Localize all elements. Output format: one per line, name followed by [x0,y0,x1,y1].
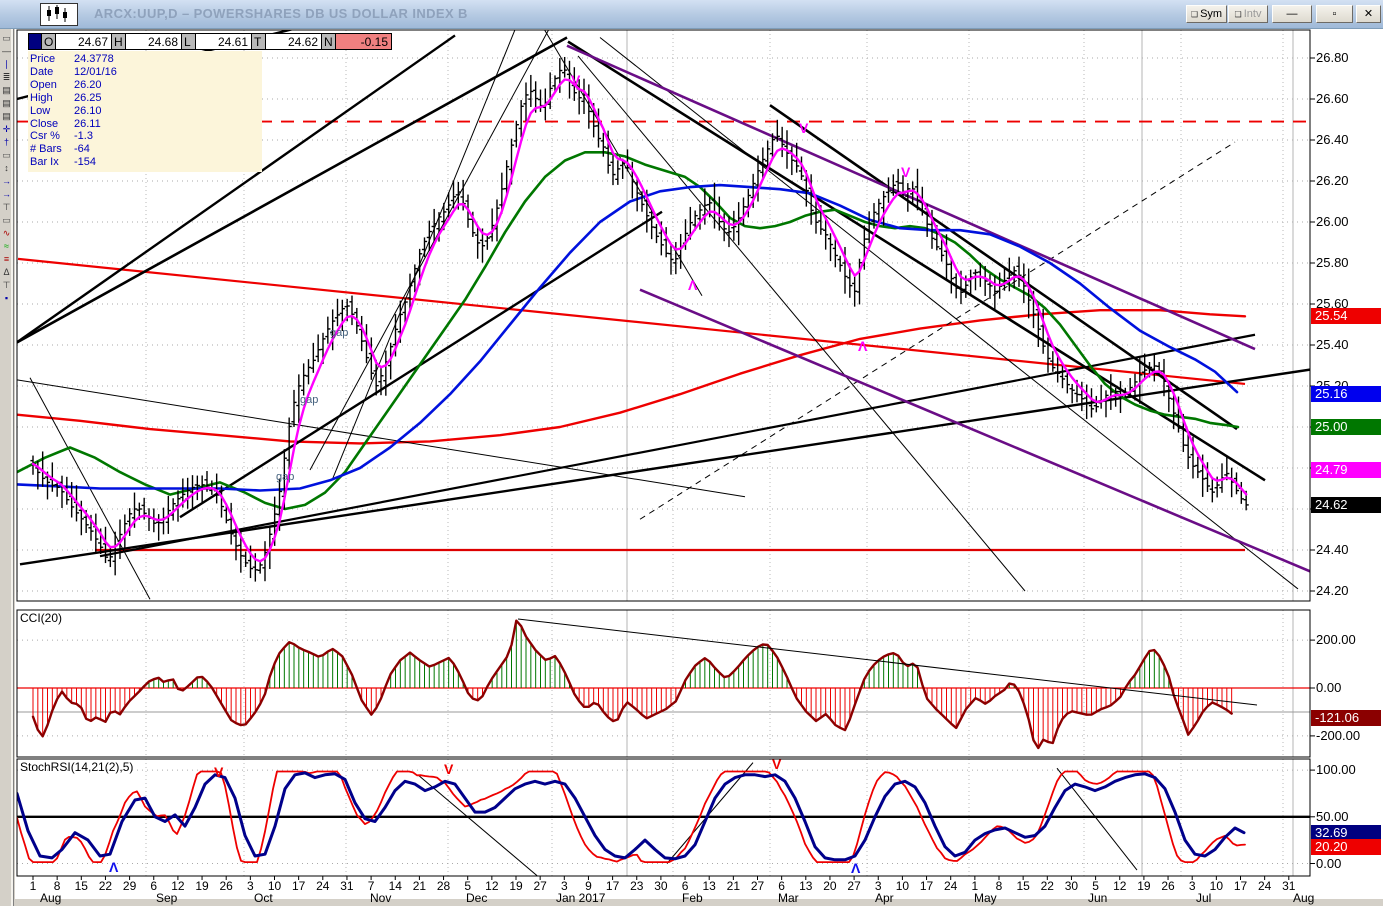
toolbar-tool-icon[interactable]: Δ [3,267,10,277]
sym-icon: ❑ [1190,10,1199,19]
toolbar-tool-icon[interactable]: ⊤ [2,280,11,290]
minimize-icon: — [1286,8,1298,20]
toolbar-tool-icon[interactable]: ▤ [2,98,11,108]
minimize-button[interactable]: — [1272,5,1312,23]
toolbar-tool-icon[interactable]: ⊤ [2,202,11,212]
toolbar-tool-icon[interactable]: ▭ [2,215,11,225]
toolbar-tool-icon[interactable]: ≡ [3,254,10,264]
intv-icon: ❑ [1234,10,1242,19]
toolbar-tool-icon[interactable]: ▭ [2,150,11,160]
toolbar-tool-icon[interactable]: ∣ [4,59,9,69]
toolbar-tool-icon[interactable]: ▤ [2,111,11,121]
toolbar-tool-icon[interactable]: ▪ [4,293,9,303]
toolbar-tool-icon[interactable]: → [2,189,11,199]
toolbar-tool-icon[interactable]: † [3,137,9,147]
toolbar-tool-icon[interactable]: ≣ [2,72,11,82]
toolbar-tool-icon[interactable]: → [2,176,11,186]
app-chart-icon [40,3,78,26]
maximize-button[interactable]: ▫ [1316,5,1353,23]
drawing-toolbar[interactable]: ▭ — ∣ ≣ ▤ ▤ ▤ ✛ † ▭ ↕ → → ⊤ ▭ ∿ ≈ ≡ Δ ⊤ ▪ [0,28,14,906]
close-button[interactable]: ✕ [1356,5,1381,23]
chart-background [15,28,1383,899]
toolbar-tool-icon[interactable]: ∿ [2,228,11,238]
toolbar-tool-icon[interactable]: ≈ [4,241,9,251]
toolbar-tool-icon[interactable]: ▤ [2,85,11,95]
sym-button[interactable]: ❑ Sym [1186,5,1227,23]
close-icon: ✕ [1363,8,1374,20]
toolbar-tool-icon[interactable]: ▭ [2,33,11,43]
candlestick-glyph [47,5,67,22]
toolbar-tool-icon[interactable]: ✛ [2,124,11,134]
toolbar-tool-icon[interactable]: ↕ [4,163,9,173]
toolbar-tool-icon[interactable]: — [2,46,11,56]
title-bar[interactable]: ARCX:UUP,D – POWERSHARES DB US DOLLAR IN… [0,0,1383,29]
window-title: ARCX:UUP,D – POWERSHARES DB US DOLLAR IN… [94,6,468,21]
intv-button[interactable]: ❑ Intv [1228,5,1268,23]
maximize-icon: ▫ [1332,8,1337,20]
